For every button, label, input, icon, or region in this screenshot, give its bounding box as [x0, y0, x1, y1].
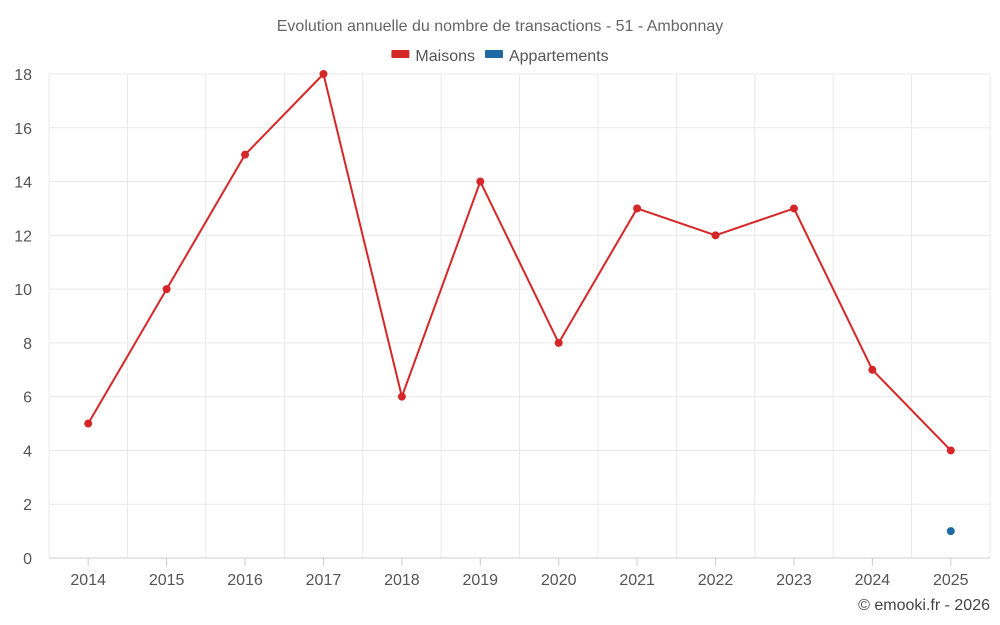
series-appartements — [946, 527, 955, 536]
data-point[interactable] — [789, 204, 798, 213]
data-point[interactable] — [476, 177, 485, 186]
y-tick-label: 8 — [23, 336, 32, 353]
data-point[interactable] — [711, 231, 720, 240]
x-tick-label: 2021 — [619, 572, 655, 589]
data-point[interactable] — [633, 204, 642, 213]
x-tick-label: 2017 — [306, 572, 342, 589]
legend-item-appartements[interactable]: Appartements — [484, 48, 609, 65]
data-point[interactable] — [946, 446, 955, 455]
y-tick-label: 10 — [14, 282, 32, 299]
data-point[interactable] — [162, 285, 171, 294]
series-layer — [84, 70, 955, 536]
data-point[interactable] — [397, 392, 406, 401]
credit-text: © emooki.fr - 2026 — [858, 597, 990, 614]
y-tick-label: 4 — [23, 443, 32, 460]
chart-title: Evolution annuelle du nombre de transact… — [277, 18, 724, 35]
data-point[interactable] — [946, 527, 955, 536]
legend-item-maisons[interactable]: Maisons — [391, 48, 475, 65]
x-tick-label: 2018 — [384, 572, 420, 589]
legend-swatch — [391, 50, 410, 58]
data-point[interactable] — [554, 338, 563, 347]
data-point[interactable] — [84, 419, 93, 428]
y-tick-label: 18 — [14, 67, 32, 84]
x-tick-label: 2015 — [149, 572, 185, 589]
legend-swatch — [484, 50, 503, 58]
series-maisons — [84, 70, 955, 455]
x-tick-label: 2014 — [70, 572, 106, 589]
y-tick-label: 16 — [14, 121, 32, 138]
x-tick-label: 2020 — [541, 572, 577, 589]
data-point[interactable] — [319, 70, 328, 78]
grid — [48, 73, 991, 559]
x-tick-label: 2025 — [933, 572, 969, 589]
x-tick-label: 2024 — [855, 572, 891, 589]
x-tick-label: 2022 — [698, 572, 734, 589]
axes: 0 2 4 6 8 10 12 14 16 18 2014 2015 2016 2017 2018 2019 2… — [14, 67, 990, 589]
legend-label: Maisons — [415, 48, 475, 65]
y-tick-label: 14 — [14, 175, 32, 192]
y-tick-label: 12 — [14, 228, 32, 245]
y-tick-label: 6 — [23, 390, 32, 407]
data-point[interactable] — [868, 365, 877, 374]
data-point[interactable] — [241, 150, 250, 159]
y-tick-label: 2 — [23, 497, 32, 514]
legend[interactable]: Maisons Appartements — [391, 48, 609, 65]
series-line — [87, 73, 952, 452]
x-tick-label: 2019 — [462, 572, 498, 589]
y-tick-label: 0 — [23, 551, 32, 568]
x-tick-label: 2016 — [227, 572, 263, 589]
x-tick-label: 2023 — [776, 572, 812, 589]
legend-label: Appartements — [509, 48, 609, 65]
